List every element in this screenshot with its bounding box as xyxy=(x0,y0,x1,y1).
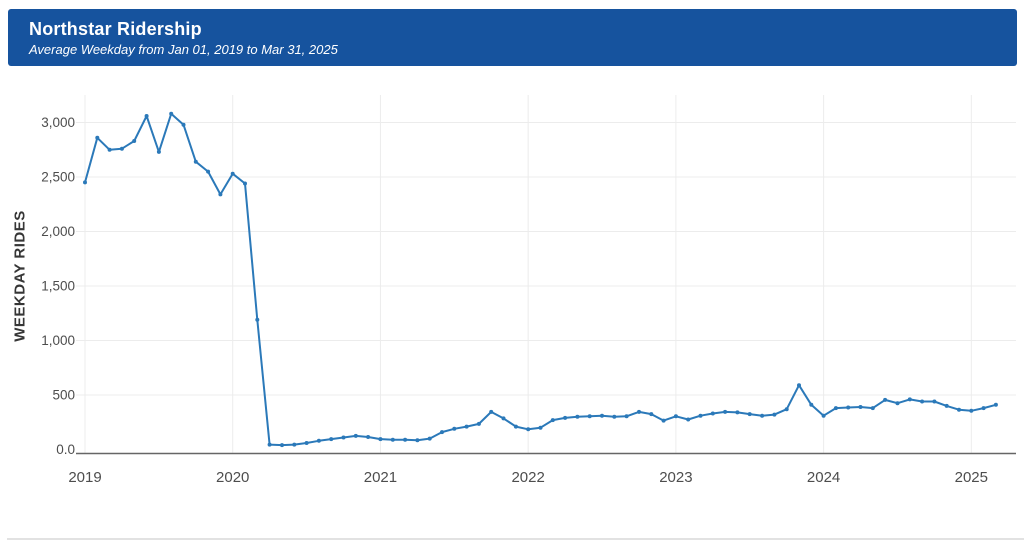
y-tick-label: 500 xyxy=(52,388,75,403)
data-point-marker xyxy=(329,437,334,442)
data-point-marker xyxy=(193,159,198,164)
data-point-marker xyxy=(513,424,518,429)
data-point-marker xyxy=(218,192,223,197)
y-tick-label: 0.0 xyxy=(56,442,75,457)
y-tick-label: 2,000 xyxy=(41,224,75,239)
data-point-marker xyxy=(95,135,100,140)
data-point-marker xyxy=(920,399,925,404)
data-point-marker xyxy=(735,410,740,415)
data-point-marker xyxy=(797,383,801,388)
data-point-marker xyxy=(957,407,961,412)
data-point-marker xyxy=(944,403,949,408)
ridership-chart-svg: 0.0 500 1,000 1,500 2,000 2,500 3,000 2019 2020 2… xyxy=(12,95,1016,486)
bottom-divider xyxy=(7,538,1024,540)
data-point-marker xyxy=(144,114,149,118)
data-point-marker xyxy=(723,409,728,414)
data-point-marker xyxy=(538,425,543,430)
x-tick-label: 2021 xyxy=(364,469,397,486)
x-tick-label: 2025 xyxy=(955,469,988,486)
data-point-marker xyxy=(969,408,974,413)
data-point-marker xyxy=(476,421,481,426)
data-point-marker xyxy=(747,412,752,417)
x-tick-label: 2020 xyxy=(216,469,249,486)
chart-header: Northstar Ridership Average Weekday from… xyxy=(8,9,1017,66)
data-point-marker xyxy=(292,442,297,447)
data-point-marker xyxy=(452,426,457,431)
data-point-marker xyxy=(612,414,617,419)
data-point-marker xyxy=(550,418,555,423)
data-point-marker xyxy=(415,438,420,443)
data-point-marker xyxy=(821,413,826,418)
data-point-marker xyxy=(366,435,371,439)
y-tick-label: 3,000 xyxy=(41,115,75,130)
data-point-marker xyxy=(107,147,112,152)
data-point-marker xyxy=(83,180,87,185)
data-point-marker xyxy=(464,424,469,429)
data-point-marker xyxy=(316,438,321,443)
data-point-marker xyxy=(304,441,309,445)
data-point-marker xyxy=(575,414,580,419)
data-point-marker xyxy=(760,413,765,418)
data-point-marker xyxy=(563,415,568,420)
ridership-chart: 0.0 500 1,000 1,500 2,000 2,500 3,000 2019 2020 2… xyxy=(0,66,1024,516)
data-point-marker xyxy=(353,433,358,438)
data-point-marker xyxy=(686,417,691,422)
y-axis-title: WEEKDAY RIDES xyxy=(12,210,29,342)
data-point-marker xyxy=(243,181,247,186)
data-point-marker xyxy=(132,139,137,143)
data-point-marker xyxy=(587,414,592,419)
data-point-marker xyxy=(932,399,937,404)
data-point-marker xyxy=(230,171,235,176)
data-point-marker xyxy=(895,401,900,406)
data-point-marker xyxy=(624,414,629,419)
data-point-marker xyxy=(403,437,408,442)
data-point-marker xyxy=(341,435,346,440)
data-point-marker xyxy=(858,405,863,409)
data-point-marker xyxy=(427,436,432,441)
data-point-marker xyxy=(489,409,494,414)
y-tick-label: 2,500 xyxy=(41,170,75,185)
chart-subtitle: Average Weekday from Jan 01, 2019 to Mar… xyxy=(29,42,338,57)
data-point-marker xyxy=(784,407,789,412)
x-tick-label: 2024 xyxy=(807,469,840,486)
x-tick-label: 2019 xyxy=(68,469,101,486)
data-point-marker xyxy=(600,413,604,418)
data-point-marker xyxy=(440,430,444,435)
page-title: Northstar Ridership xyxy=(29,19,202,39)
x-tick-label: 2023 xyxy=(659,469,692,486)
data-point-marker xyxy=(833,406,838,411)
data-point-marker xyxy=(637,409,641,414)
data-point-marker xyxy=(846,405,851,410)
data-point-marker xyxy=(267,442,272,447)
data-point-marker xyxy=(772,412,777,417)
data-point-marker xyxy=(156,149,161,154)
data-point-marker xyxy=(883,397,888,402)
data-point-marker xyxy=(378,437,383,442)
data-point-marker xyxy=(710,411,715,416)
data-point-marker xyxy=(809,402,814,407)
x-tick-label: 2022 xyxy=(511,469,544,486)
data-point-marker xyxy=(661,418,666,423)
data-point-marker xyxy=(673,414,678,419)
data-point-marker xyxy=(181,122,186,127)
data-point-marker xyxy=(169,111,174,116)
y-tick-label: 1,000 xyxy=(41,333,75,348)
data-point-marker xyxy=(280,443,284,448)
data-point-marker xyxy=(501,416,506,421)
data-point-marker xyxy=(698,413,703,418)
data-point-marker xyxy=(119,146,124,151)
data-point-marker xyxy=(981,406,986,411)
data-point-marker xyxy=(390,437,395,442)
data-point-marker xyxy=(255,317,260,322)
data-point-marker xyxy=(993,402,998,407)
y-tick-label: 1,500 xyxy=(41,279,75,294)
data-point-marker xyxy=(907,397,912,402)
data-point-marker xyxy=(649,412,654,417)
data-point-marker xyxy=(526,427,531,432)
data-point-marker xyxy=(870,406,875,411)
data-point-marker xyxy=(206,169,211,174)
